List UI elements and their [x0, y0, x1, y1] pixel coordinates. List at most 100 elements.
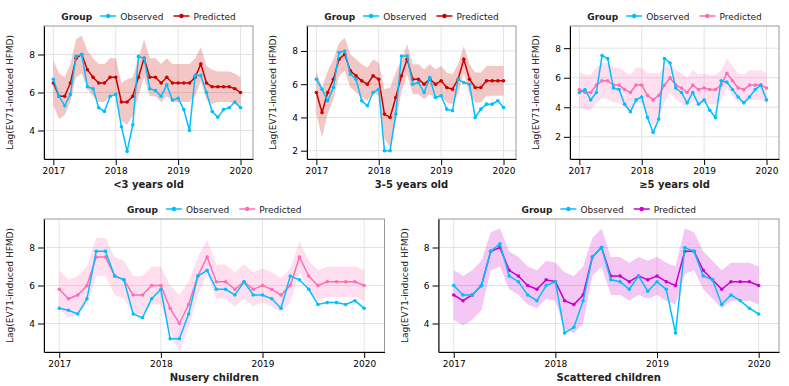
point [657, 94, 661, 98]
point [517, 274, 521, 278]
series-line [454, 244, 759, 333]
legend: GroupObservedPredicted [522, 205, 696, 215]
point [526, 293, 530, 297]
point [439, 79, 443, 83]
plot-area [52, 36, 243, 154]
point [371, 74, 375, 78]
point [176, 81, 180, 85]
point [362, 284, 366, 288]
tick-mark [564, 107, 570, 108]
grid [44, 26, 253, 159]
point [337, 51, 341, 55]
point [316, 303, 320, 307]
tick-label: 2019 [252, 359, 275, 369]
tick-label: 2018 [368, 166, 391, 176]
tick-label: 2017 [568, 166, 591, 176]
point [479, 107, 483, 111]
point [629, 91, 633, 95]
legend-label: Observed [580, 205, 623, 215]
x-axis: 2017201820192020 [45, 352, 386, 369]
point [572, 326, 576, 330]
chart-root: 2017201820192020468<3 years oldLag(EV71-… [0, 0, 789, 386]
series [57, 255, 366, 325]
legend: GroupObservedPredicted [61, 12, 235, 22]
series-line [454, 248, 759, 305]
point [583, 88, 587, 92]
x-axis-title: Scattered children [557, 372, 661, 383]
point [428, 76, 432, 80]
point [517, 280, 521, 284]
axis-domain [45, 159, 254, 160]
point [496, 79, 500, 83]
panel: 2017201820192020468<3 years oldLag(EV71-… [5, 12, 254, 191]
tick-mark [433, 286, 439, 287]
series-line [59, 251, 364, 338]
point [526, 284, 530, 288]
axis-domain [439, 220, 440, 353]
tick-mark [301, 51, 307, 52]
point [600, 246, 604, 250]
tick: 6 [424, 281, 439, 291]
point [215, 280, 219, 284]
point [634, 83, 638, 87]
plot-area [578, 54, 769, 134]
tick: 2018 [544, 352, 567, 369]
y-axis-title: Lag(EV71-induced HFMD) [5, 228, 15, 343]
point [485, 102, 489, 106]
point [205, 255, 209, 259]
series-line [579, 56, 766, 133]
point [63, 95, 67, 99]
point [239, 91, 243, 95]
point [753, 83, 757, 87]
tick-label: 2019 [693, 166, 716, 176]
tick: 8 [29, 50, 44, 60]
point [104, 250, 108, 254]
legend-item: Observed [100, 12, 163, 22]
legend-marker [106, 14, 110, 18]
point [572, 303, 576, 307]
point [67, 308, 71, 312]
point [581, 299, 585, 303]
point [86, 68, 90, 72]
point [178, 337, 182, 341]
tick-mark [38, 324, 44, 325]
point [332, 86, 336, 90]
tick: 2017 [568, 159, 591, 176]
point [76, 312, 80, 316]
tick: 8 [29, 243, 44, 253]
point [279, 293, 283, 297]
tick: 2018 [150, 352, 173, 369]
axis-domain [308, 159, 517, 160]
point [141, 316, 145, 320]
point [490, 102, 494, 106]
legend-item: Predicted [634, 205, 696, 215]
point [651, 131, 655, 135]
point [720, 303, 724, 307]
point [502, 79, 506, 83]
tick: 2019 [252, 352, 275, 369]
point [320, 111, 324, 115]
point [697, 103, 701, 107]
tick-label: 4 [292, 113, 298, 123]
point [178, 322, 182, 326]
point [685, 91, 689, 95]
point [383, 112, 387, 116]
point [591, 255, 595, 259]
point [307, 274, 311, 278]
point [199, 74, 203, 78]
legend-marker [245, 207, 249, 211]
point [664, 288, 668, 292]
series-line [316, 51, 503, 151]
tick: 2019 [430, 159, 453, 176]
point [461, 293, 465, 297]
point [388, 116, 392, 120]
point [680, 86, 684, 90]
legend-item: Predicted [173, 12, 235, 22]
point [360, 99, 364, 103]
point [210, 110, 214, 114]
legend-marker [705, 14, 709, 18]
x-axis: 2017201820192020 [305, 159, 516, 176]
tick-mark [433, 324, 439, 325]
tick-mark [642, 159, 643, 165]
point [251, 288, 255, 292]
